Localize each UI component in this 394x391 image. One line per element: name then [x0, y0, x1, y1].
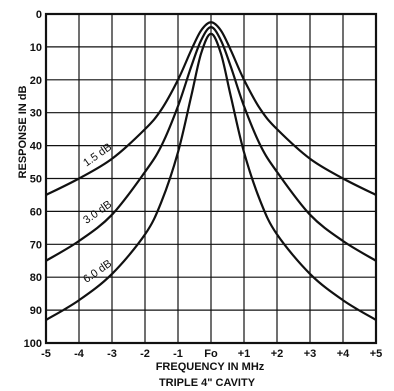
- x-axis-title: FREQUENCY IN MHz: [156, 361, 265, 373]
- x-tick-label: -2: [140, 348, 150, 360]
- y-tick-label: 20: [30, 75, 42, 87]
- x-tick-label: Fo: [204, 348, 218, 360]
- y-tick-label: 60: [30, 206, 42, 218]
- series-label: 3.0 dB: [81, 198, 114, 226]
- x-tick-label: +3: [304, 348, 317, 360]
- y-tick-labels: 0 10 20 30 40 50 60 70 80 90 100: [24, 9, 42, 350]
- x-tick-label: +5: [370, 348, 383, 360]
- plot-frame: [44, 12, 378, 345]
- y-tick-label: 50: [30, 174, 42, 186]
- y-tick-label: 100: [24, 338, 42, 350]
- y-tick-label: 80: [30, 272, 42, 284]
- y-axis-title: RESPONSE IN dB: [17, 85, 29, 178]
- series-line: [45, 21, 377, 196]
- y-tick-label: 90: [30, 305, 42, 317]
- y-tick-label: 40: [30, 141, 42, 153]
- x-tick-label: -3: [107, 348, 117, 360]
- series-label: 6.0 dB: [81, 258, 114, 286]
- y-tick-label: 70: [30, 239, 42, 251]
- x-tick-label: +4: [337, 348, 350, 360]
- x-tick-label: +2: [271, 348, 284, 360]
- response-curves: [45, 21, 377, 321]
- chart-subtitle: TRIPLE 4" CAVITY: [159, 377, 256, 389]
- series-line: [45, 32, 377, 321]
- x-tick-labels: -5 -4 -3 -2 -1 Fo +1 +2 +3 +4 +5: [41, 348, 382, 360]
- x-tick-label: -1: [173, 348, 183, 360]
- x-tick-label: -5: [41, 348, 51, 360]
- series-line: [45, 26, 377, 262]
- y-tick-label: 0: [36, 9, 42, 21]
- y-tick-label: 30: [30, 108, 42, 120]
- grid-lines: [46, 14, 376, 343]
- x-tick-label: +1: [238, 348, 251, 360]
- curve-labels: 1.5 dB3.0 dB6.0 dB: [81, 141, 114, 286]
- y-tick-label: 10: [30, 42, 42, 54]
- x-tick-label: -4: [74, 348, 85, 360]
